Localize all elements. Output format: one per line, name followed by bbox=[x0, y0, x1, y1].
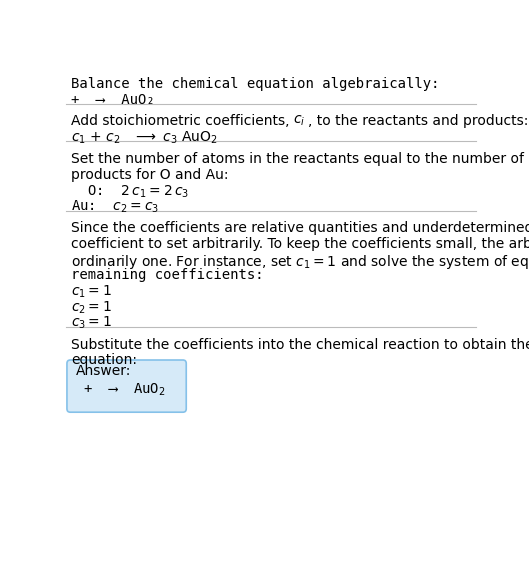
Text: +  ⟶  AuO₂: + ⟶ AuO₂ bbox=[71, 93, 155, 107]
Text: coefficient to set arbitrarily. To keep the coefficients small, the arbitrary va: coefficient to set arbitrarily. To keep … bbox=[71, 237, 529, 251]
Text: O:  $2\,c_1 = 2\,c_3$: O: $2\,c_1 = 2\,c_3$ bbox=[79, 183, 189, 200]
Text: $c_1$ + $c_2$   $\longrightarrow$ $c_3$ AuO$_2$: $c_1$ + $c_2$ $\longrightarrow$ $c_3$ Au… bbox=[71, 129, 218, 146]
Text: $c_2 = 1$: $c_2 = 1$ bbox=[71, 300, 112, 316]
Text: +  ⟶  AuO$_2$: + ⟶ AuO$_2$ bbox=[83, 381, 165, 398]
Text: Add stoichiometric coefficients,: Add stoichiometric coefficients, bbox=[71, 114, 294, 128]
Text: products for O and Au:: products for O and Au: bbox=[71, 168, 229, 182]
Text: , to the reactants and products:: , to the reactants and products: bbox=[308, 114, 528, 128]
FancyBboxPatch shape bbox=[67, 360, 186, 412]
Text: Substitute the coefficients into the chemical reaction to obtain the balanced: Substitute the coefficients into the che… bbox=[71, 338, 529, 352]
Text: Answer:: Answer: bbox=[76, 364, 132, 378]
Text: $c_3 = 1$: $c_3 = 1$ bbox=[71, 315, 112, 332]
Text: $c_i$: $c_i$ bbox=[293, 114, 306, 128]
Text: ordinarily one. For instance, set $c_1 = 1$ and solve the system of equations fo: ordinarily one. For instance, set $c_1 =… bbox=[71, 253, 529, 271]
Text: Balance the chemical equation algebraically:: Balance the chemical equation algebraica… bbox=[71, 77, 440, 91]
Text: Set the number of atoms in the reactants equal to the number of atoms in the: Set the number of atoms in the reactants… bbox=[71, 152, 529, 166]
Text: equation:: equation: bbox=[71, 354, 137, 367]
Text: $c_1 = 1$: $c_1 = 1$ bbox=[71, 284, 112, 300]
Text: Since the coefficients are relative quantities and underdetermined, choose a: Since the coefficients are relative quan… bbox=[71, 221, 529, 235]
Text: remaining coefficients:: remaining coefficients: bbox=[71, 269, 263, 282]
Text: Au:  $c_2 = c_3$: Au: $c_2 = c_3$ bbox=[71, 199, 159, 215]
